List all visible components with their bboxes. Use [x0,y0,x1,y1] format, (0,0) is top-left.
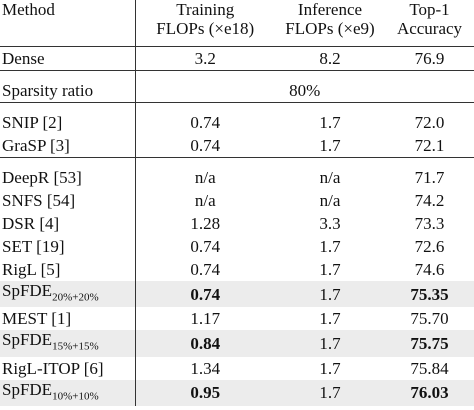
value-cell: 0.74 [135,281,275,308]
value-cell: 73.3 [414,214,445,233]
method-cell: Dense [0,46,136,71]
method-cell: Sparsity ratio [0,70,136,103]
value-cell: 75.84 [410,358,449,378]
table-row: RigL [5] 0.74 1.7 74.6 [0,258,474,281]
header-row: Method Training FLOPs (×e18) Inference FLO… [0,0,474,47]
method-name: SpFDE [2,379,53,399]
method-cell: SNFS [54] [0,189,136,212]
value-cell: 1.7 [319,260,341,279]
table-row: SNFS [54] n/a n/a 74.2 [0,189,474,212]
value-cell: 72.0 [414,113,445,132]
method-cell: RigL [5] [0,258,136,281]
value-cell: 0.95 [135,379,275,407]
method-subscript: 15%+15% [52,340,99,353]
method-name: SpFDE [2,281,53,300]
table-row: DSR [4] 1.28 3.3 73.3 [0,212,474,235]
method-cell: SpFDE20%+20% [0,281,136,308]
value-cell: 1.34 [190,358,221,378]
method-cell: RigL-ITOP [6] [0,356,136,380]
table-row: RigL-ITOP [6] 1.34 1.7 75.84 [0,356,474,380]
method-cell: GraSP [3] [0,134,136,158]
table-row: MEST [1] 1.17 1.7 75.70 [0,307,474,331]
header-inference: Inference FLOPs (×e9) [275,0,385,47]
value-cell: 1.7 [319,237,341,256]
value-cell: 1.7 [275,281,385,308]
value-cell: 3.2 [135,46,275,71]
method-cell: SET [19] [0,235,136,258]
value-cell: 1.7 [275,379,385,407]
value-cell: 0.74 [190,113,221,132]
value-cell: n/a [319,168,341,187]
header-line: Training [176,0,235,19]
method-cell: DSR [4] [0,212,136,235]
value-cell: 80% [135,70,474,103]
value-cell: 0.74 [190,237,221,256]
value-cell: 75.75 [385,330,474,357]
value-cell: n/a [319,191,341,210]
value-cell: 74.6 [414,260,445,279]
value-cell: 3.3 [319,214,341,233]
method-cell: DeepR [53] [0,157,136,189]
value-cell: 72.1 [385,134,474,158]
table-row: SET [19] 0.74 1.7 72.6 [0,235,474,258]
header-accuracy: Top-1 Accuracy [385,0,474,47]
method-cell: MEST [1] [0,307,136,331]
table-row: SNIP [2] 0.74 1.7 72.0 [0,102,474,134]
table-row: DeepR [53] n/a n/a 71.7 [0,157,474,189]
method-name: SpFDE [2,330,53,350]
value-cell: 75.70 [410,309,449,329]
value-cell: 0.74 [190,260,221,279]
header-line: Top-1 [409,0,450,19]
value-cell: 1.7 [275,330,385,357]
header-training: Training FLOPs (×e18) [135,0,275,47]
header-line: Inference [297,0,363,19]
value-cell: 74.2 [414,191,445,210]
header-line: Accuracy [396,19,463,38]
method-subscript: 20%+20% [52,291,99,304]
value-cell: 72.6 [414,237,445,256]
value-cell: 1.7 [319,309,341,329]
table-body: Dense 3.2 8.2 76.9 Sparsity ratio 80% SNIP [2]… [0,46,474,407]
value-cell: n/a [194,191,216,210]
value-cell: 76.03 [385,379,474,407]
table-row: SpFDE20%+20% 0.74 1.7 75.35 [0,281,474,308]
header-method: Method [0,0,136,47]
value-cell: 1.17 [190,309,221,329]
method-cell: SpFDE10%+10% [0,379,136,407]
table-row: SpFDE15%+15% 0.84 1.7 75.75 [0,330,474,357]
table-row: Dense 3.2 8.2 76.9 [0,46,474,71]
value-cell: 1.7 [319,358,341,378]
value-cell: 76.9 [385,46,474,71]
value-cell: 71.7 [414,168,445,187]
header-line: FLOPs (×e18) [156,19,255,38]
value-cell: 0.74 [135,134,275,158]
value-cell: 0.84 [135,330,275,357]
table-row: GraSP [3] 0.74 1.7 72.1 [0,134,474,158]
method-cell: SNIP [2] [0,102,136,134]
value-cell: 1.7 [275,134,385,158]
value-cell: 8.2 [275,46,385,71]
value-cell: n/a [194,168,216,187]
table-row: Sparsity ratio 80% [0,70,474,103]
table-row: SpFDE10%+10% 0.95 1.7 76.03 [0,379,474,407]
value-cell: 75.35 [385,281,474,308]
method-subscript: 10%+10% [52,390,99,403]
method-cell: SpFDE15%+15% [0,330,136,357]
header-line: FLOPs (×e9) [285,19,375,38]
value-cell: 1.7 [319,113,341,132]
value-cell: 1.28 [190,214,221,233]
